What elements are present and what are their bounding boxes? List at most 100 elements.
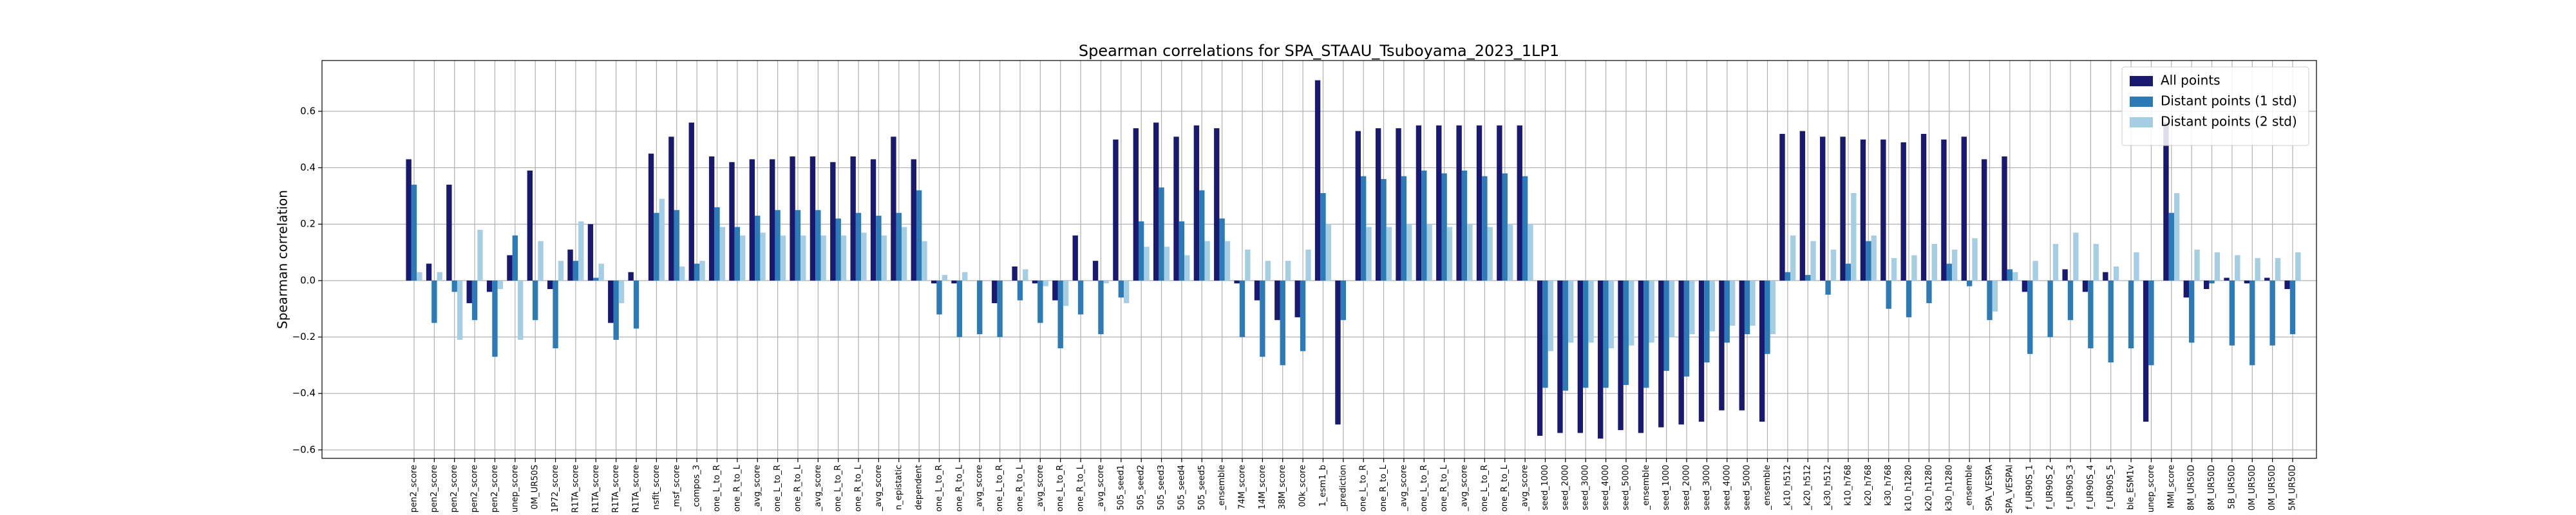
bar bbox=[1744, 280, 1750, 335]
bar bbox=[1265, 261, 1271, 281]
bar bbox=[1886, 280, 1891, 309]
bar bbox=[1118, 280, 1124, 298]
bar bbox=[901, 227, 907, 281]
bar bbox=[749, 159, 755, 281]
legend-label: Distant points (1 std) bbox=[2161, 93, 2297, 109]
bar bbox=[775, 210, 781, 281]
x-tick-label: 505_seed4 bbox=[1177, 465, 1186, 510]
x-tick-label: R1TA_score bbox=[632, 465, 641, 513]
bar bbox=[1522, 176, 1528, 281]
bar bbox=[1759, 280, 1765, 422]
bar bbox=[1456, 125, 1462, 281]
bar bbox=[1386, 227, 1392, 281]
bar bbox=[1314, 80, 1321, 281]
bar bbox=[2168, 212, 2174, 281]
x-tick-label: seed_2000 bbox=[1682, 465, 1692, 510]
x-tick-label: 505_seed1 bbox=[1116, 465, 1126, 510]
bar bbox=[1810, 241, 1816, 281]
bar bbox=[755, 216, 761, 281]
y-tick-label: −0.4 bbox=[292, 388, 316, 399]
bar bbox=[2224, 277, 2230, 281]
bar bbox=[466, 280, 472, 303]
bar bbox=[417, 272, 422, 281]
x-tick-label: unep_score bbox=[510, 465, 520, 512]
bar bbox=[1906, 280, 1912, 317]
bar bbox=[1305, 249, 1311, 281]
x-tick-label: one_R_to_L bbox=[732, 464, 742, 512]
bar bbox=[1406, 224, 1412, 281]
bar bbox=[2289, 280, 2296, 335]
bar bbox=[942, 275, 948, 281]
x-tick-label: R1TA_score bbox=[591, 465, 601, 513]
x-tick-label: 5B_UR50D bbox=[2227, 465, 2237, 509]
bar bbox=[668, 136, 674, 281]
bar bbox=[2134, 252, 2139, 281]
bar bbox=[553, 280, 558, 349]
x-tick-label: pen2_score bbox=[470, 465, 480, 512]
x-tick-label: _k30_h512 bbox=[1823, 465, 1833, 510]
bar bbox=[497, 280, 504, 290]
x-tick-label: f_UR90S_4 bbox=[2086, 465, 2096, 509]
x-tick-label: unep_score bbox=[2146, 465, 2156, 512]
x-tick-label: seed_3000 bbox=[1702, 465, 1712, 510]
bar bbox=[1900, 142, 1906, 281]
bar bbox=[426, 263, 432, 281]
bar bbox=[1689, 280, 1695, 335]
x-tick-label: 505_seed3 bbox=[1157, 465, 1166, 510]
bar bbox=[1941, 139, 1947, 281]
bar bbox=[876, 216, 882, 281]
bar bbox=[477, 229, 483, 281]
bar bbox=[997, 280, 1003, 337]
bar bbox=[2244, 280, 2250, 284]
bar bbox=[1845, 263, 1852, 281]
bar bbox=[1355, 131, 1361, 281]
x-tick-label: _ensemble bbox=[1965, 465, 1975, 510]
bar bbox=[790, 156, 795, 281]
bar bbox=[446, 184, 452, 281]
bar bbox=[1274, 280, 1280, 321]
bar bbox=[518, 280, 524, 340]
bar bbox=[1946, 263, 1952, 281]
bar bbox=[1254, 280, 1260, 301]
x-tick-label: 00k_score bbox=[1298, 465, 1308, 507]
bar bbox=[1860, 139, 1866, 281]
bar bbox=[573, 261, 579, 281]
x-tick-label: seed_4000 bbox=[1601, 465, 1611, 510]
y-tick-label: −0.2 bbox=[292, 331, 316, 342]
bar bbox=[1608, 280, 1615, 349]
bar bbox=[1729, 280, 1736, 326]
bar bbox=[598, 263, 604, 281]
bar bbox=[578, 221, 584, 281]
bar bbox=[1184, 255, 1190, 281]
bar bbox=[1300, 280, 1306, 351]
bar bbox=[2209, 280, 2215, 284]
bar bbox=[1911, 255, 1917, 281]
bar bbox=[1381, 179, 1387, 281]
bar bbox=[2062, 269, 2068, 281]
bar bbox=[2088, 280, 2094, 349]
bar bbox=[533, 280, 538, 321]
bar bbox=[795, 210, 801, 281]
x-tick-label: _k10_h512 bbox=[1783, 465, 1792, 510]
bar bbox=[1548, 280, 1554, 351]
bar bbox=[1043, 280, 1048, 286]
bar bbox=[1214, 128, 1220, 281]
bar bbox=[2264, 277, 2270, 281]
bar bbox=[1562, 280, 1569, 391]
x-tick-label: f_UR90S_1 bbox=[2025, 465, 2035, 509]
bar bbox=[962, 272, 968, 281]
bar bbox=[558, 261, 564, 281]
bar bbox=[1467, 224, 1473, 281]
bar bbox=[1542, 280, 1548, 388]
x-tick-label: 0M_UR50S bbox=[531, 465, 540, 509]
bar bbox=[1113, 139, 1119, 281]
bar bbox=[2067, 280, 2074, 321]
bar bbox=[820, 235, 826, 281]
bar bbox=[734, 227, 741, 281]
x-tick-label: one_L_to_R bbox=[1359, 465, 1368, 512]
bar bbox=[1179, 221, 1185, 281]
bar bbox=[780, 235, 786, 281]
bar bbox=[1981, 159, 1987, 281]
bar bbox=[1704, 280, 1710, 362]
